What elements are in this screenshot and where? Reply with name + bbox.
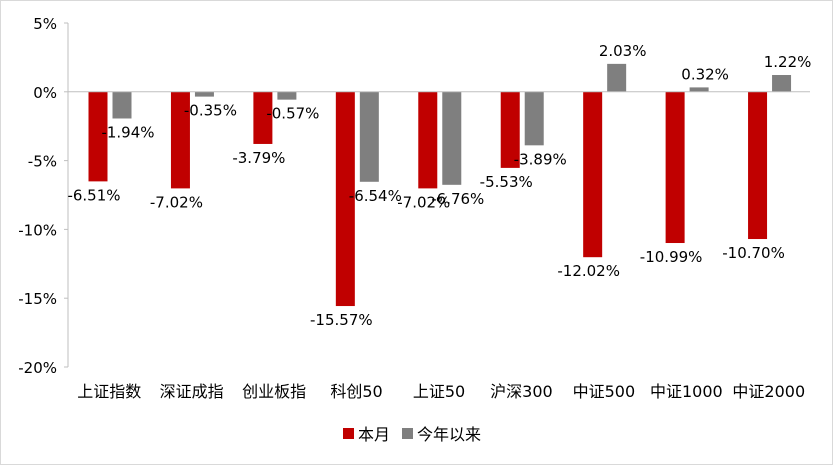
bar-month [500,91,520,168]
data-label: -12.02% [557,262,620,280]
data-label: -6.76% [431,190,484,208]
x-tick-label: 中证500 [573,382,636,401]
x-tick-label: 创业板指 [242,382,306,401]
bar-month [583,91,603,258]
bar-ytd [277,91,297,100]
legend-swatch [343,428,354,439]
x-tick-label: 深证成指 [160,382,224,401]
bar-ytd [112,91,132,119]
data-label: -10.99% [640,248,703,266]
bar-month [665,91,685,244]
y-tick-label: 5% [33,15,57,33]
data-label: -6.54% [349,187,402,205]
data-label: -5.53% [480,173,533,191]
y-tick-label: -5% [28,153,57,171]
bar-ytd [194,91,214,97]
bar-ytd [689,87,709,92]
legend-swatch [402,428,413,439]
data-label: -0.35% [184,102,237,120]
x-tick-label: 中证2000 [732,382,805,401]
bar-month [253,91,273,144]
y-tick-label: -10% [18,221,57,239]
bar-ytd [772,75,792,92]
bar-ytd [359,91,379,182]
data-label: -7.02% [397,193,450,211]
data-label: 2.03% [599,42,647,60]
data-label: -10.70% [722,244,785,262]
bar-month [335,91,355,307]
y-tick-label: -15% [18,290,57,308]
bar-ytd [524,91,544,146]
bar-ytd [607,63,627,92]
y-tick-label: -20% [18,359,57,377]
data-label: -6.51% [67,186,120,204]
bar-ytd [442,91,462,185]
data-label: -7.02% [150,193,203,211]
bar-month [88,91,108,182]
x-tick-label: 上证指数 [77,382,141,401]
data-label: -3.79% [232,149,285,167]
data-label: -0.57% [266,105,319,123]
x-tick-label: 沪深300 [490,382,553,401]
bar-month [170,91,190,189]
legend-label: 今年以来 [417,425,481,444]
data-label: -15.57% [310,311,373,329]
bar-month [418,91,438,189]
data-label: -3.89% [514,150,567,168]
bar-month [748,91,768,240]
data-label: 1.22% [764,53,812,71]
data-label: -1.94% [101,123,154,141]
data-label: 0.32% [681,65,729,83]
y-tick-label: 0% [33,84,57,102]
legend-label: 本月 [358,425,390,444]
x-tick-label: 中证1000 [650,382,723,401]
x-tick-label: 科创50 [330,382,382,401]
x-tick-label: 上证50 [413,382,465,401]
